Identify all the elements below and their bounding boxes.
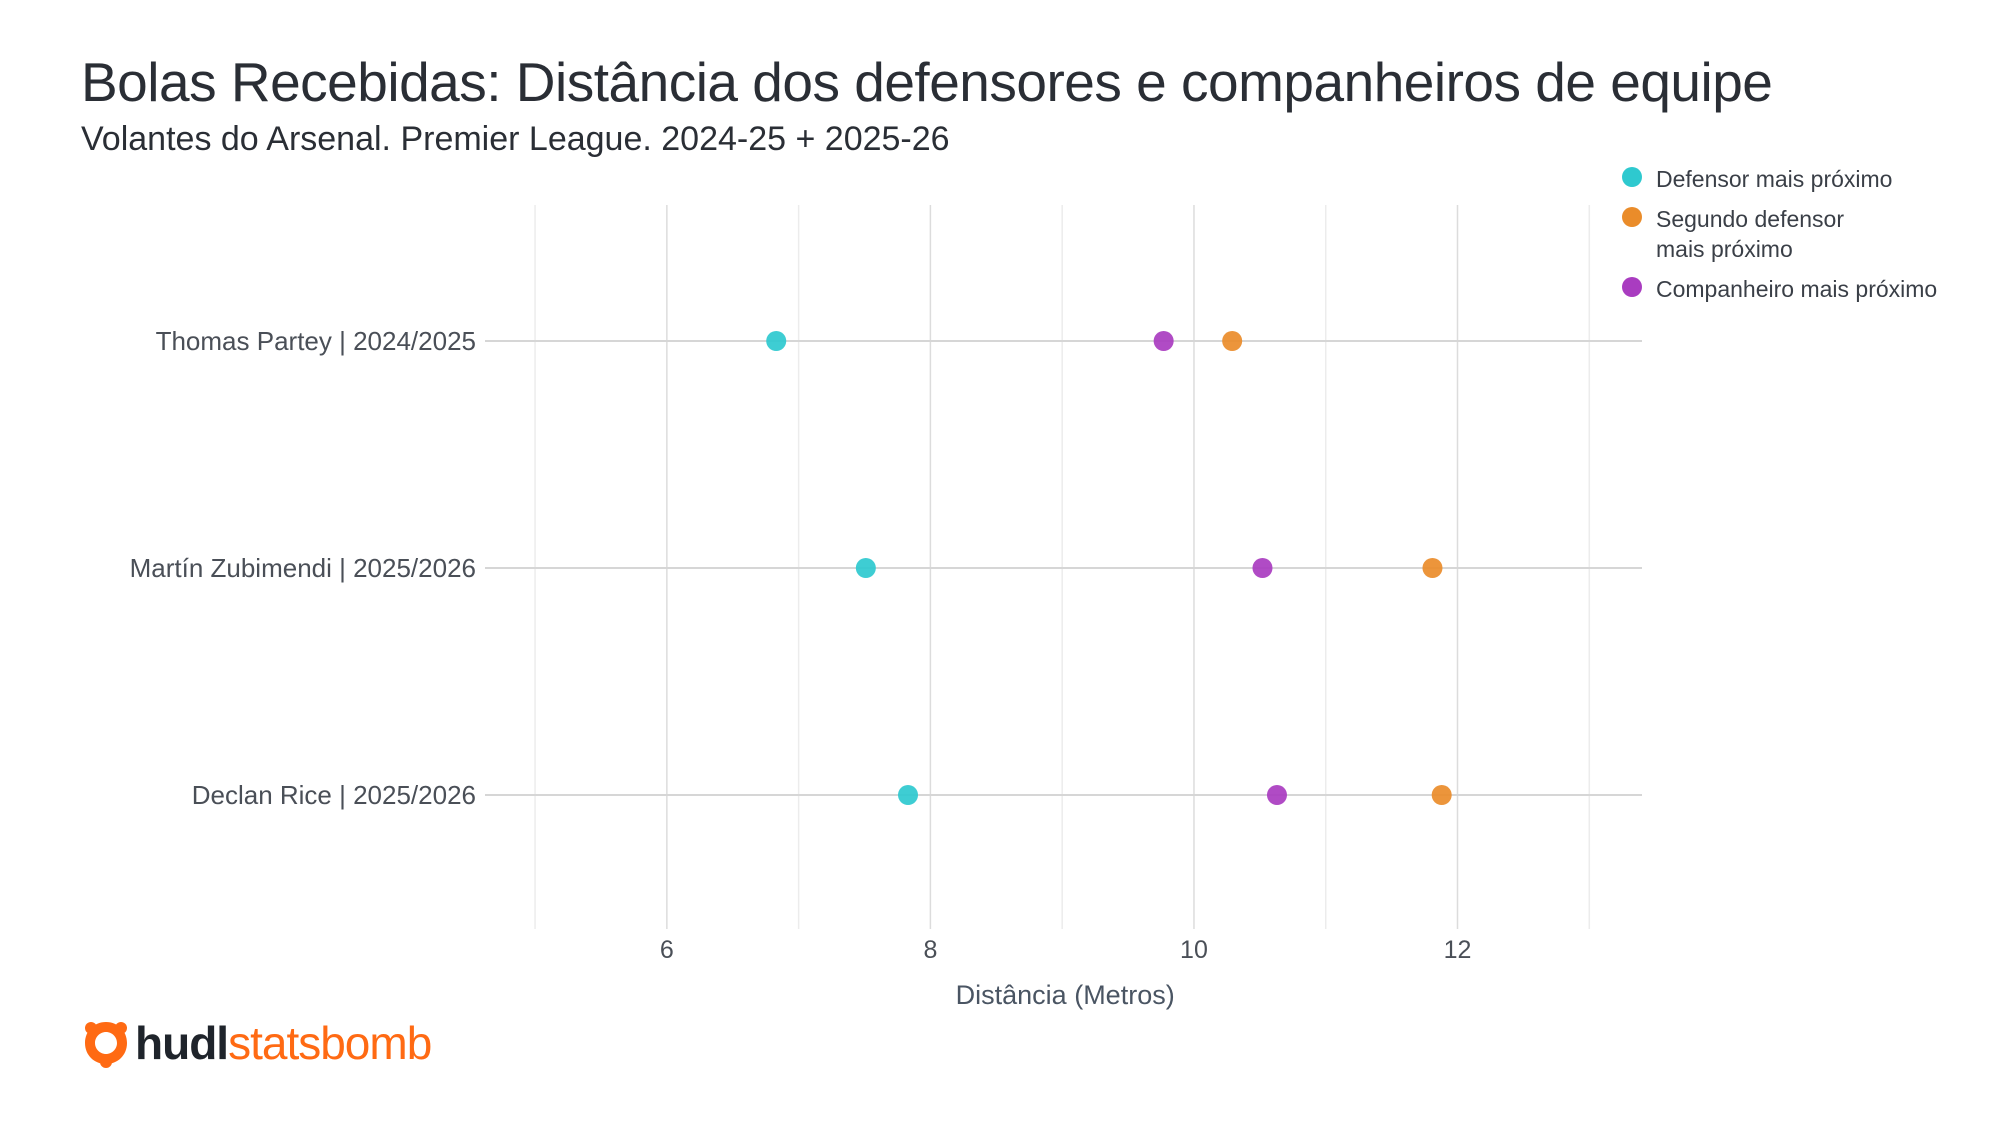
legend-dot-icon bbox=[1622, 207, 1642, 227]
data-point bbox=[1153, 331, 1174, 351]
data-point bbox=[855, 558, 876, 578]
data-point bbox=[766, 331, 787, 351]
legend-label: Segundo defensor mais próximo bbox=[1656, 206, 1844, 262]
legend-item: Segundo defensor mais próximo bbox=[1622, 204, 1956, 264]
data-point bbox=[1222, 331, 1243, 351]
legend-item: Defensor mais próximo bbox=[1622, 164, 1956, 194]
legend-dot-icon bbox=[1622, 167, 1642, 187]
legend-dot-icon bbox=[1622, 277, 1642, 297]
legend-label: Companheiro mais próximo bbox=[1656, 276, 1938, 302]
data-point bbox=[1252, 558, 1273, 578]
x-tick-label: 12 bbox=[1444, 936, 1472, 964]
legend: Defensor mais próximo Segundo defensor mai… bbox=[1622, 164, 1956, 314]
data-point bbox=[1266, 785, 1287, 805]
x-axis-label: Distância (Metros) bbox=[956, 980, 1175, 1010]
data-point bbox=[1422, 558, 1443, 578]
x-tick-label: 6 bbox=[660, 936, 674, 964]
x-tick-label: 8 bbox=[923, 936, 937, 964]
data-point bbox=[898, 785, 919, 805]
y-category-label: Declan Rice | 2025/2026 bbox=[192, 780, 476, 810]
y-category-label: Thomas Partey | 2024/2025 bbox=[156, 326, 476, 356]
chart-title: Bolas Recebidas: Distância dos defensore… bbox=[81, 51, 1773, 113]
y-category-label: Martín Zubimendi | 2025/2026 bbox=[130, 553, 476, 583]
legend-label: Defensor mais próximo bbox=[1656, 166, 1893, 192]
data-point bbox=[1431, 785, 1452, 805]
logo-hudl: hudl bbox=[135, 1017, 229, 1069]
statsbomb-logo-icon bbox=[85, 1022, 127, 1068]
chart-subtitle: Volantes do Arsenal. Premier League. 202… bbox=[81, 120, 950, 158]
x-tick-label: 10 bbox=[1180, 936, 1208, 964]
hudl-statsbomb-logo: hudlstatsbomb bbox=[81, 1016, 432, 1070]
legend-item: Companheiro mais próximo bbox=[1622, 274, 1956, 304]
logo-statsbomb: statsbomb bbox=[228, 1017, 432, 1069]
